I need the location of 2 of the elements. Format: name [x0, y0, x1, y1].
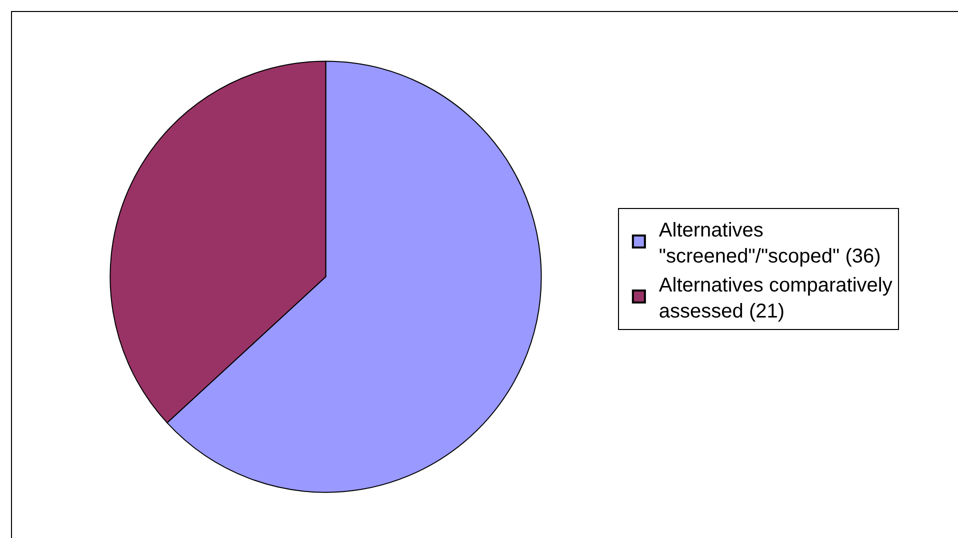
legend-label: Alternatives comparatively assessed (21) [658, 274, 892, 322]
legend-label: Alternatives "screened"/"scoped" (36) [658, 219, 881, 268]
